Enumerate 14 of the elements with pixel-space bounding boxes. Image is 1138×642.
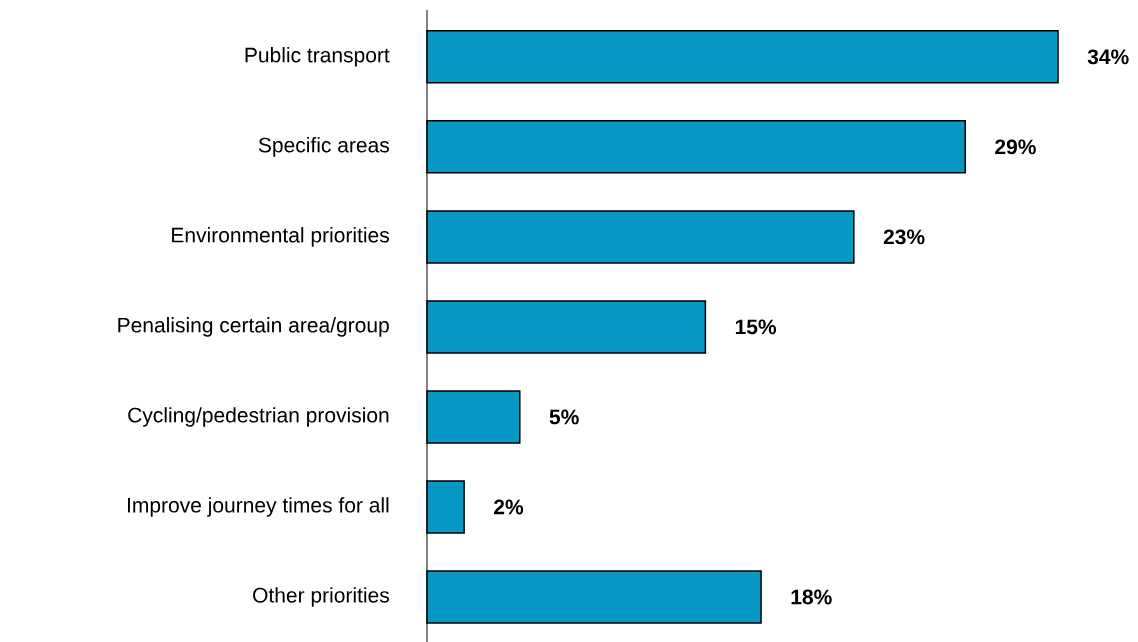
- y-tick-label: Public transport: [245, 46, 390, 67]
- data-label: 2%: [494, 499, 524, 515]
- data-label: 5%: [549, 409, 579, 425]
- y-tick-label: Other priorities: [253, 586, 389, 607]
- data-label: 29%: [995, 139, 1036, 155]
- data-label: 18%: [791, 589, 832, 605]
- y-tick-label: Environmental priorities: [172, 226, 389, 247]
- data-label: 34%: [1087, 49, 1129, 65]
- data-label: 23%: [883, 229, 925, 245]
- data-label: 15%: [735, 319, 777, 335]
- y-tick-label: Improve journey times for all: [127, 496, 389, 517]
- y-tick-label: Penalising certain area/group: [118, 316, 389, 337]
- y-tick-label: Specific areas: [258, 136, 389, 157]
- y-tick-label: Cycling/pedestrian provision: [128, 406, 389, 427]
